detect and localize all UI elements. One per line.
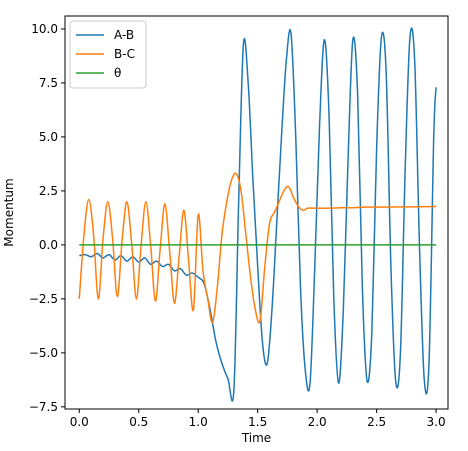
x-tick-label: 1.0	[189, 415, 208, 429]
series-layer	[78, 27, 437, 402]
x-tick-label: 1.5	[248, 415, 267, 429]
x-tick-label: 2.5	[367, 415, 386, 429]
y-tick-label: 7.5	[39, 76, 58, 90]
y-tick-label: −2.5	[29, 292, 58, 306]
y-tick-label: 0.0	[39, 238, 58, 252]
series-line-2	[78, 172, 437, 324]
x-tick-label: 2.0	[308, 415, 327, 429]
y-tick-label: −7.5	[29, 400, 58, 414]
legend-label: A-B	[114, 28, 134, 42]
x-tick-label: 0.5	[129, 415, 148, 429]
y-tick-label: −5.0	[29, 346, 58, 360]
legend: A-B B-C θ	[69, 20, 147, 89]
y-tick-label: 2.5	[39, 184, 58, 198]
plot-frame	[64, 15, 449, 410]
legend-label: θ	[114, 66, 121, 80]
x-axis-label: Time	[241, 431, 271, 445]
x-tick-label: 0.0	[70, 415, 89, 429]
plot-area	[64, 15, 449, 410]
x-tick-label: 3.0	[427, 415, 446, 429]
y-tick-label: 5.0	[39, 130, 58, 144]
x-axis: 0.0 0.5 1.0 1.5 2.0 2.5 3.0	[70, 409, 446, 429]
y-tick-label: 10.0	[31, 22, 58, 36]
y-axis-label: Momentum	[2, 178, 16, 246]
legend-box	[69, 20, 147, 89]
y-axis: −7.5 −5.0 −2.5 0.0 2.5 5.0 7.5 10.0	[29, 22, 65, 414]
legend-label: B-C	[114, 47, 135, 61]
